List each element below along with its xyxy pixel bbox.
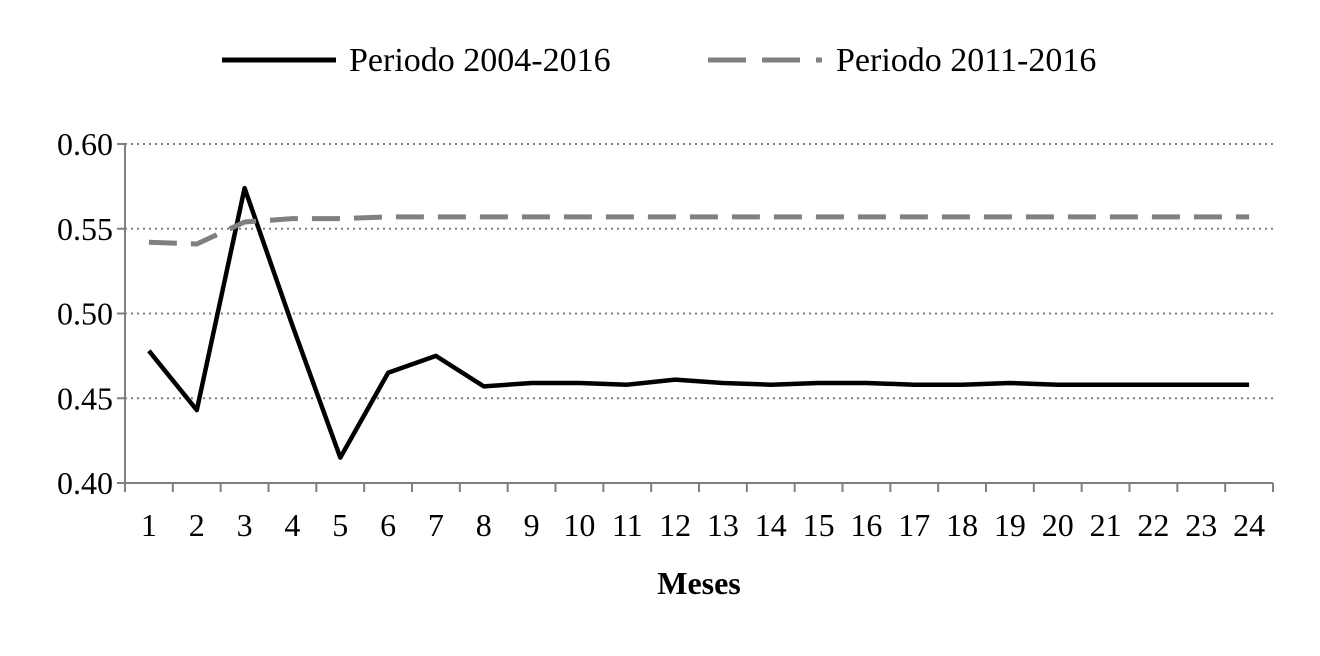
x-tick-label-13: 14 <box>755 507 787 543</box>
x-tick-label-5: 6 <box>380 507 396 543</box>
x-tick-label-0: 1 <box>141 507 157 543</box>
series-line-2 <box>148 214 1250 247</box>
x-tick-label-9: 10 <box>563 507 595 543</box>
x-tick-label-14: 15 <box>803 507 835 543</box>
x-tick-label-3: 4 <box>284 507 300 543</box>
y-tick-label-2: 0.50 <box>57 296 113 332</box>
x-axis-title: Meses <box>657 565 741 601</box>
x-tick-label-16: 17 <box>898 507 930 543</box>
x-tick-label-4: 5 <box>332 507 348 543</box>
x-tick-label-18: 19 <box>994 507 1026 543</box>
series-lines <box>147 185 1250 460</box>
x-tick-label-20: 21 <box>1090 507 1122 543</box>
y-tick-label-1: 0.45 <box>57 380 113 416</box>
gridlines <box>125 143 1273 400</box>
series-line-1 <box>147 185 1250 460</box>
x-tick-label-7: 8 <box>476 507 492 543</box>
x-tick-label-22: 23 <box>1185 507 1217 543</box>
legend: Periodo 2004-2016 Periodo 2011-2016 <box>222 42 1096 79</box>
x-tick-label-23: 24 <box>1233 507 1265 543</box>
x-tick-label-12: 13 <box>707 507 739 543</box>
axes <box>117 143 1274 492</box>
y-tick-label-4: 0.60 <box>57 126 113 162</box>
x-tick-label-1: 2 <box>189 507 205 543</box>
x-tick-label-10: 11 <box>612 507 643 543</box>
tick-labels: 0.400.450.500.550.601 2 3 4 5 6 7 8 9 10 11 12 13 14 1… <box>57 126 1265 543</box>
x-tick-label-21: 22 <box>1137 507 1169 543</box>
x-tick-label-17: 18 <box>946 507 978 543</box>
y-tick-label-3: 0.55 <box>57 211 113 247</box>
x-tick-label-11: 12 <box>659 507 691 543</box>
legend-label-1: Periodo 2004-2016 <box>349 42 611 79</box>
legend-label-2: Periodo 2011-2016 <box>836 42 1096 79</box>
y-tick-label-0: 0.40 <box>57 465 113 501</box>
x-tick-label-15: 16 <box>850 507 882 543</box>
x-tick-label-19: 20 <box>1042 507 1074 543</box>
x-tick-label-8: 9 <box>524 507 540 543</box>
x-tick-label-2: 3 <box>237 507 253 543</box>
x-tick-label-6: 7 <box>428 507 444 543</box>
